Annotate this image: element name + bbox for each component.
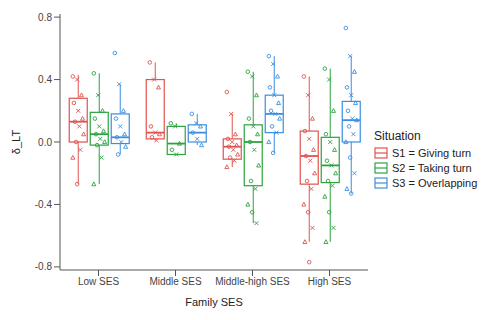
html-text:Situation: Situation — [374, 128, 421, 143]
svg-text:δ_LT: δ_LT — [10, 130, 22, 155]
svg-text:Middle-high SES: Middle-high SES — [215, 276, 290, 287]
svg-text:-0.4: -0.4 — [35, 199, 53, 210]
svg-text:High SES: High SES — [308, 276, 352, 287]
html-text:S2 = Taking turn: S2 = Taking turn — [392, 161, 472, 174]
svg-text:Middle SES: Middle SES — [149, 276, 202, 287]
svg-text:0.8: 0.8 — [38, 12, 52, 23]
svg-text:0.0: 0.0 — [38, 137, 52, 148]
html-text:S1 = Giving turn: S1 = Giving turn — [392, 146, 472, 159]
svg-text:Family SES: Family SES — [185, 296, 242, 308]
svg-text:Low SES: Low SES — [78, 276, 119, 287]
svg-text:-0.8: -0.8 — [35, 261, 53, 272]
html-text:S3 = Overlapping: S3 = Overlapping — [392, 176, 478, 189]
svg-text:0.4: 0.4 — [38, 74, 52, 85]
